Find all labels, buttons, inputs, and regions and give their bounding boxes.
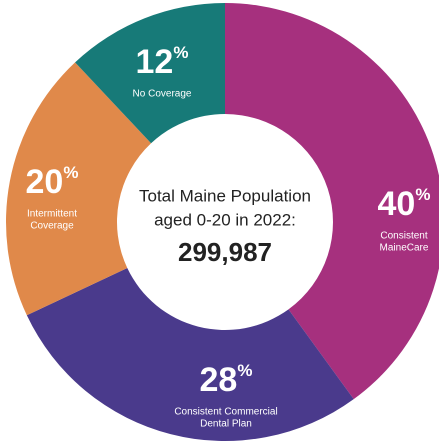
donut-slice [26, 267, 354, 441]
center-line: aged 0-20 in 2022: [154, 210, 296, 229]
donut-slice [5, 62, 152, 316]
value-label: 40% [378, 185, 431, 223]
center-total: 299,987 [178, 237, 272, 267]
category-label: Intermittent [27, 209, 77, 220]
value-label: 12% [136, 43, 189, 81]
donut-slice [225, 3, 439, 400]
center-line: Total Maine Population [139, 186, 311, 205]
category-label: Coverage [30, 221, 74, 232]
value-label: 28% [200, 361, 253, 399]
value-label: 20% [26, 163, 79, 201]
category-label: Consistent Commercial [174, 407, 277, 418]
category-label: Dental Plan [200, 419, 252, 430]
category-label: No Coverage [133, 89, 192, 100]
category-label: Consistent [380, 231, 427, 242]
category-label: MaineCare [380, 243, 429, 254]
donut-slice [75, 3, 225, 144]
